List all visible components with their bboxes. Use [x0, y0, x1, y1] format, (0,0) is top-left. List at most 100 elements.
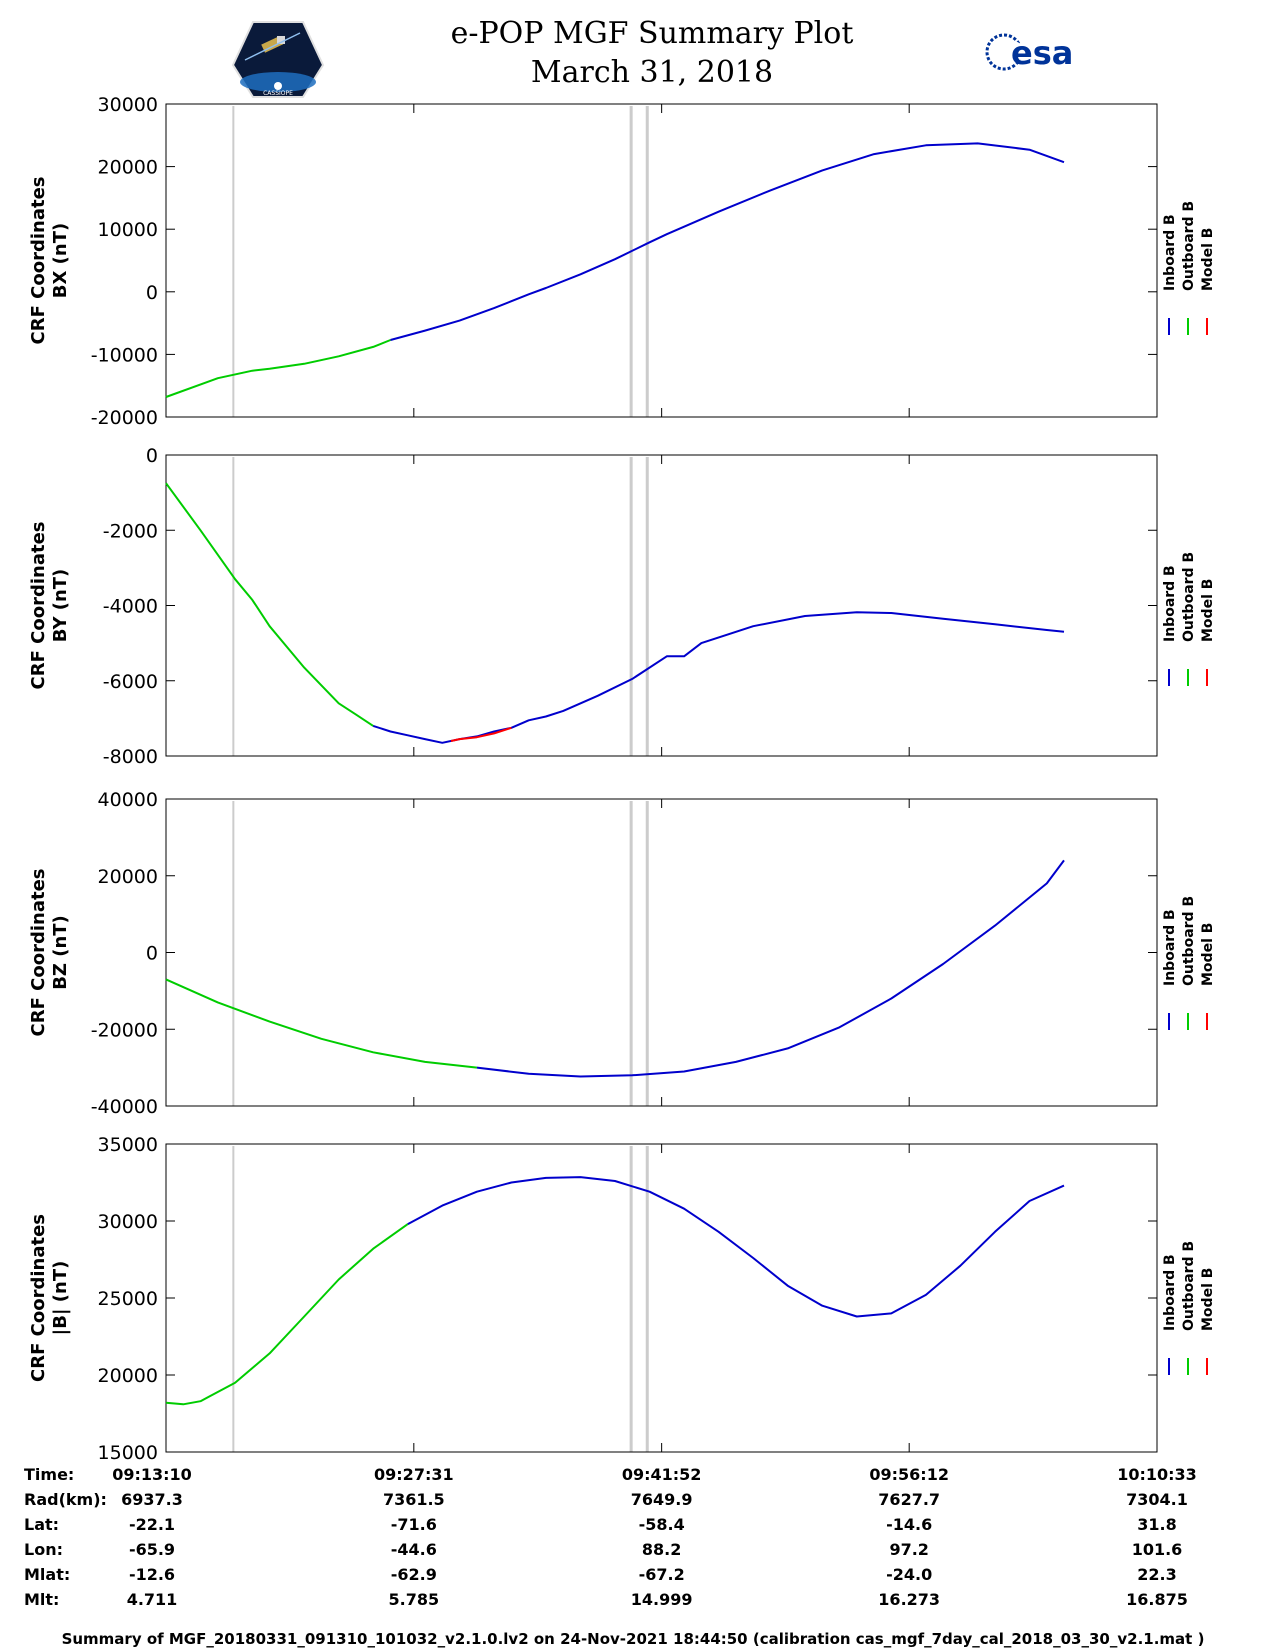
title-line2: March 31, 2018 — [531, 55, 773, 90]
y-tick-label: -4000 — [103, 596, 158, 618]
legend-label: Model B — [1200, 579, 1216, 642]
y-axis-label: CRF CoordinatesBX (nT) — [28, 177, 71, 345]
y-tick-label: 30000 — [98, 1211, 158, 1233]
y-axis-label-line1: CRF Coordinates — [28, 177, 49, 345]
panel-1: -20000 -10000 0 10000 20000 30000 CRF Coordina… — [28, 94, 1216, 429]
y-axis-label-line2: BX (nT) — [50, 223, 71, 298]
table-cell: -14.6 — [886, 1515, 932, 1534]
y-tick-label: 25000 — [98, 1288, 158, 1310]
table-cell: -58.4 — [639, 1515, 685, 1534]
table-cell: -65.9 — [129, 1540, 175, 1559]
legend-label: Model B — [1200, 1268, 1216, 1331]
table-cell: 7649.9 — [631, 1490, 693, 1509]
legend-label: Outboard B — [1181, 552, 1197, 642]
y-tick-label: -10000 — [91, 344, 158, 366]
y-tick-label: 0 — [146, 282, 158, 304]
table-cell: -22.1 — [129, 1515, 175, 1534]
y-axis-label-line1: CRF Coordinates — [28, 869, 49, 1037]
y-tick-label: 0 — [146, 445, 158, 467]
title-line1: e-POP MGF Summary Plot — [451, 16, 854, 51]
y-tick-label: 20000 — [98, 1365, 158, 1387]
table-cell: 7304.1 — [1126, 1490, 1188, 1509]
y-tick-label: 30000 — [98, 94, 158, 116]
table-cell: 31.8 — [1137, 1515, 1176, 1534]
table-cell: -62.9 — [391, 1565, 437, 1584]
y-tick-label: -6000 — [103, 671, 158, 693]
series-line-inboard-b — [390, 142, 1065, 341]
y-axis-label-line2: |B| (nT) — [50, 1261, 71, 1336]
logo-text: CASSIOPE — [263, 90, 293, 97]
table-cell: -71.6 — [391, 1515, 437, 1534]
table-row-label: Rad(km): — [24, 1490, 107, 1509]
plot-frame — [165, 103, 1158, 418]
table-cell: 4.711 — [127, 1590, 178, 1609]
legend-label: Inboard B — [1162, 565, 1178, 642]
y-axis-label-line1: CRF Coordinates — [28, 1214, 49, 1382]
series-line-outboard-b — [165, 978, 478, 1069]
legend-label: Inboard B — [1162, 909, 1178, 986]
table-cell: 97.2 — [889, 1540, 928, 1559]
table-cell: 7361.5 — [383, 1490, 445, 1509]
legend: Inboard B Outboard B Model B — [1162, 1241, 1216, 1375]
table-cell: -12.6 — [129, 1565, 175, 1584]
legend: Inboard B Outboard B Model B — [1162, 552, 1216, 686]
panel-2: -8000 -6000 -4000 -2000 0 CRF CoordinatesBY (… — [28, 445, 1216, 768]
y-tick-label: -40000 — [91, 1096, 158, 1118]
x-tick-label: 09:41:52 — [622, 1465, 702, 1484]
legend-label: Outboard B — [1181, 896, 1197, 986]
panel-3: -40000 -20000 0 20000 40000 CRF CoordinatesBZ… — [28, 789, 1216, 1118]
table-cell: 101.6 — [1132, 1540, 1183, 1559]
x-tick-label: 09:56:12 — [869, 1465, 949, 1484]
y-tick-label: 40000 — [98, 789, 158, 811]
esa-logo-text: esa — [1011, 34, 1073, 72]
footer-text: Summary of MGF_20180331_091310_101032_v2… — [62, 1630, 1205, 1648]
y-axis-label: CRF Coordinates|B| (nT) — [28, 1214, 71, 1382]
legend-label: Outboard B — [1181, 201, 1197, 291]
panel-4: 15000 20000 25000 30000 35000 CRF Coordinates… — [28, 1134, 1216, 1464]
table-row-label: Lat: — [24, 1515, 59, 1534]
table-row-label: Lon: — [24, 1540, 63, 1559]
x-tick-label: 09:27:31 — [374, 1465, 454, 1484]
series-line-inboard-b — [372, 611, 1065, 744]
table-cell: -67.2 — [639, 1565, 685, 1584]
legend: Inboard B Outboard B Model B — [1162, 201, 1216, 335]
x-tick-label: 10:10:33 — [1117, 1465, 1197, 1484]
table-row-label: Mlat: — [24, 1565, 70, 1584]
table-cell: 16.875 — [1126, 1590, 1188, 1609]
table-cell: -44.6 — [391, 1540, 437, 1559]
y-tick-label: -2000 — [103, 520, 158, 542]
header: CASSIOPE e-POP MGF Summary Plot March 31… — [231, 16, 1073, 98]
series-line-inboard-b — [407, 1176, 1065, 1318]
table-cell: 16.273 — [878, 1590, 940, 1609]
y-tick-label: 0 — [146, 943, 158, 965]
table-row-label: Time: — [24, 1465, 74, 1484]
series-line-model-b — [450, 726, 512, 742]
y-tick-label: 35000 — [98, 1134, 158, 1156]
legend-label: Model B — [1200, 923, 1216, 986]
legend-label: Inboard B — [1162, 1254, 1178, 1331]
table-cell: 88.2 — [642, 1540, 681, 1559]
legend-label: Outboard B — [1181, 1241, 1197, 1331]
x-tick-label: 09:13:10 — [112, 1465, 192, 1484]
y-tick-label: -20000 — [91, 1019, 158, 1041]
y-axis-label-line1: CRF Coordinates — [28, 522, 49, 690]
y-tick-label: -8000 — [103, 746, 158, 768]
info-table: Time: Rad(km): Lat: Lon: Mlat: Mlt: 09:13:10 69… — [24, 1465, 1197, 1609]
series-line-inboard-b — [476, 859, 1065, 1078]
legend-label: Model B — [1200, 228, 1216, 291]
y-axis-label-line2: BZ (nT) — [50, 915, 71, 990]
y-axis-label: CRF CoordinatesBZ (nT) — [28, 869, 71, 1037]
y-axis-label: CRF CoordinatesBY (nT) — [28, 522, 71, 690]
series-line-outboard-b — [165, 1223, 409, 1406]
legend-label: Inboard B — [1162, 214, 1178, 291]
series-line-outboard-b — [165, 339, 391, 398]
series-line-outboard-b — [165, 482, 374, 727]
plot-frame — [165, 798, 1158, 1107]
table-cell: 22.3 — [1137, 1565, 1176, 1584]
y-tick-label: 20000 — [98, 866, 158, 888]
esa-logo: esa — [985, 33, 1073, 72]
plot-frame — [165, 454, 1158, 757]
table-cell: 6937.3 — [121, 1490, 183, 1509]
